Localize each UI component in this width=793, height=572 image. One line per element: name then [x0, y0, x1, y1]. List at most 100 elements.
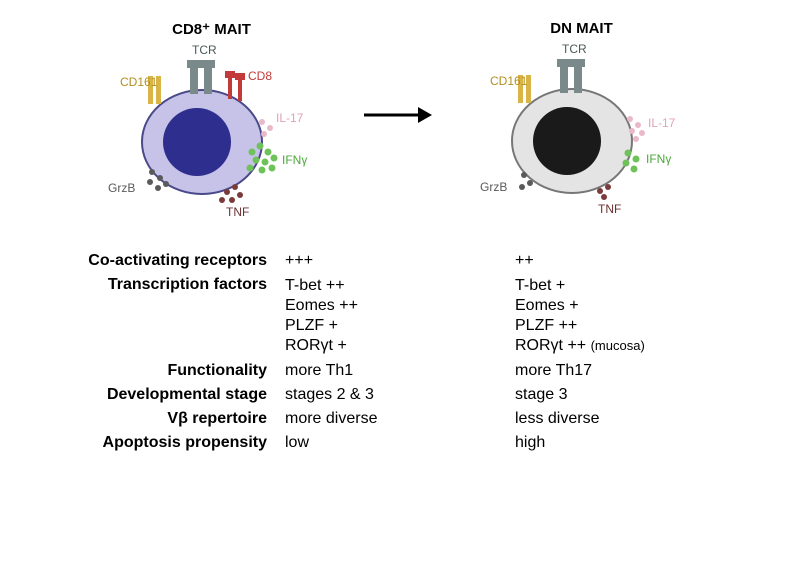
ifng-dot	[248, 149, 255, 156]
row-label-vb: Vβ repertoire	[20, 410, 285, 428]
tf-right-2: PLZF ++	[515, 316, 745, 336]
cd161-label: CD161	[120, 75, 158, 89]
tnf-dot	[601, 194, 607, 200]
grzb-dot	[155, 185, 161, 191]
il17-dot	[633, 136, 639, 142]
tf-right-1: Eomes +	[515, 296, 745, 316]
grzb-dot	[519, 184, 525, 190]
grzb-dot	[147, 179, 153, 185]
cd8-receptor	[228, 75, 232, 99]
dev-right: stage 3	[515, 386, 745, 404]
arrow-block	[362, 100, 432, 135]
tcr-label: TCR	[192, 43, 217, 57]
row-label-dev: Developmental stage	[20, 386, 285, 404]
grzb-dot	[157, 175, 163, 181]
comparison-table: Co-activating receptors +++ ++ Transcrip…	[20, 252, 773, 452]
ifng-dot	[622, 160, 629, 167]
ifng-dot	[252, 157, 259, 164]
ifng-dot	[268, 165, 275, 172]
dn-mait-block: DN MAIT CD161 TCR IL-17	[472, 20, 692, 221]
tcr-receptor	[560, 63, 568, 93]
cd8-mait-block: CD8⁺ MAIT CD161 TCR CD8 IL-17	[102, 20, 322, 222]
tcr-receptor	[204, 64, 212, 94]
tnf-dot	[237, 192, 243, 198]
tf-left-0: T-bet ++	[285, 276, 515, 296]
dn-mait-title: DN MAIT	[550, 20, 613, 37]
tf-right-0: T-bet +	[515, 276, 745, 296]
cd8-label: CD8	[248, 69, 272, 83]
apo-left: low	[285, 434, 515, 452]
func-left: more Th1	[285, 362, 515, 380]
row-label-coact: Co-activating receptors	[20, 252, 285, 270]
ifng-dot	[632, 156, 639, 163]
ifng-dot	[264, 149, 271, 156]
tnf-label: TNF	[226, 205, 249, 219]
ifng-label: IFNγ	[282, 153, 307, 167]
mucosa-note: (mucosa)	[591, 338, 645, 353]
il17-label: IL-17	[276, 111, 304, 125]
tnf-dot	[219, 197, 225, 203]
row-label-apo: Apoptosis propensity	[20, 434, 285, 452]
tf-left-2: PLZF +	[285, 316, 515, 336]
cd8-mait-cell-svg: CD161 TCR CD8 IL-17	[102, 42, 322, 222]
row-label-func: Functionality	[20, 362, 285, 380]
ifng-dot	[624, 150, 631, 157]
il17-dot	[259, 119, 265, 125]
tf-right-3: RORγt ++ (mucosa)	[515, 336, 745, 356]
dev-left: stages 2 & 3	[285, 386, 515, 404]
grzb-label: GrzB	[480, 180, 507, 194]
tnf-label: TNF	[598, 202, 621, 216]
tnf-dot	[605, 184, 611, 190]
tcr-receptor	[557, 59, 571, 67]
grzb-dot	[527, 180, 533, 186]
ifng-dot	[630, 166, 637, 173]
tf-left-1: Eomes ++	[285, 296, 515, 316]
arrow-head	[418, 107, 432, 123]
cd161-label: CD161	[490, 74, 528, 88]
cd8-mait-title: CD8⁺ MAIT	[172, 20, 251, 38]
tf-right: T-bet + Eomes + PLZF ++ RORγt ++ (mucosa…	[515, 276, 745, 356]
tf-left-3: RORγt +	[285, 336, 515, 356]
il17-dot	[267, 125, 273, 131]
grzb-label: GrzB	[108, 181, 135, 195]
cd8-receptor	[235, 73, 245, 80]
tcr-receptor	[190, 64, 198, 94]
vb-right: less diverse	[515, 410, 745, 428]
ifng-dot	[261, 159, 268, 166]
il17-dot	[261, 131, 267, 137]
ifng-label: IFNγ	[646, 152, 671, 166]
func-right: more Th17	[515, 362, 745, 380]
arrow-svg	[362, 100, 432, 130]
grzb-dot	[163, 181, 169, 187]
tf-left: T-bet ++ Eomes ++ PLZF + RORγt +	[285, 276, 515, 356]
tnf-dot	[229, 197, 235, 203]
il17-dot	[627, 116, 633, 122]
apo-right: high	[515, 434, 745, 452]
tnf-dot	[224, 189, 230, 195]
ifng-dot	[246, 165, 253, 172]
row-label-tf: Transcription factors	[20, 276, 285, 356]
coact-right: ++	[515, 252, 745, 270]
grzb-dot	[149, 169, 155, 175]
dn-mait-cell-svg: CD161 TCR IL-17 IFNγ TNF	[472, 41, 692, 221]
il17-dot	[639, 130, 645, 136]
vb-left: more diverse	[285, 410, 515, 428]
il17-dot	[635, 122, 641, 128]
cell-nucleus	[163, 108, 231, 176]
tnf-dot	[597, 188, 603, 194]
cell-nucleus	[533, 107, 601, 175]
grzb-dot	[521, 172, 527, 178]
cell-diagram-row: CD8⁺ MAIT CD161 TCR CD8 IL-17	[20, 20, 773, 222]
ifng-dot	[270, 155, 277, 162]
tnf-dot	[232, 184, 238, 190]
cd8-receptor	[238, 77, 242, 101]
tcr-receptor	[574, 63, 582, 93]
cd8-receptor	[225, 71, 235, 78]
coact-left: +++	[285, 252, 515, 270]
tcr-receptor	[571, 59, 585, 67]
il17-label: IL-17	[648, 116, 676, 130]
ifng-dot	[256, 143, 263, 150]
tcr-receptor	[201, 60, 215, 68]
tcr-label: TCR	[562, 42, 587, 56]
il17-dot	[629, 128, 635, 134]
